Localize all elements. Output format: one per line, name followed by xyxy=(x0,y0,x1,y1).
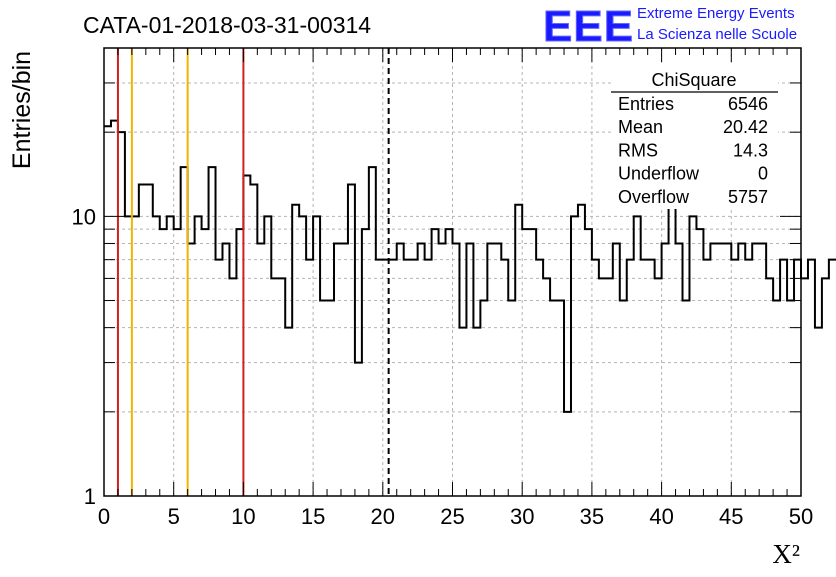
stats-row-label: Overflow xyxy=(618,187,690,207)
y-tick-label: 10 xyxy=(72,204,96,229)
chart-title: CATA-01-2018-03-31-00314 xyxy=(83,12,371,38)
x-tick-label: 30 xyxy=(510,504,534,529)
y-tick-label: 1 xyxy=(84,484,96,509)
x-tick-label: 0 xyxy=(98,504,110,529)
stats-row-value: 5757 xyxy=(728,187,768,207)
stats-row-label: Entries xyxy=(618,94,674,114)
stats-row-value: 14.3 xyxy=(733,140,768,160)
eee-logo-line1: Extreme Energy Events xyxy=(637,5,795,22)
axes: 0 5 10 15 20 25 30 35 40 45 50 1 10 xyxy=(72,47,813,529)
stats-box-title: ChiSquare xyxy=(651,70,736,90)
stats-box: ChiSquare Entries 6546 Mean 20.42 RMS 14.3 Und… xyxy=(611,65,778,209)
eee-logo: EEE Extreme Energy Events La Scienza nel… xyxy=(543,2,798,52)
eee-logo-mark: EEE xyxy=(543,2,634,51)
marker-lines xyxy=(116,48,390,496)
x-axis-label: X² xyxy=(772,539,800,569)
x-tick-label: 20 xyxy=(371,504,395,529)
x-tick-label: 15 xyxy=(301,504,325,529)
x-tick-label: 10 xyxy=(231,504,255,529)
x-tick-label: 45 xyxy=(719,504,743,529)
histogram-outline xyxy=(104,119,836,413)
stats-row-value: 0 xyxy=(758,164,768,184)
x-tick-label: 5 xyxy=(168,504,180,529)
x-tick-label: 40 xyxy=(649,504,673,529)
eee-logo-line2: La Scienza nelle Scuole xyxy=(637,26,797,43)
stats-row-value: 6546 xyxy=(728,94,768,114)
histogram-layer xyxy=(104,119,836,413)
x-tick-label: 35 xyxy=(580,504,604,529)
stats-box-rows: Entries 6546 Mean 20.42 RMS 14.3 Underflow 0 Ove… xyxy=(618,94,768,207)
stats-row-label: Mean xyxy=(618,117,663,137)
stats-row-value: 20.42 xyxy=(723,117,768,137)
x-tick-label: 25 xyxy=(440,504,464,529)
x-tick-label: 50 xyxy=(789,504,813,529)
stats-row-label: RMS xyxy=(618,140,658,160)
stats-row-label: Underflow xyxy=(618,164,700,184)
y-axis-label: Entries/bin xyxy=(8,51,36,169)
